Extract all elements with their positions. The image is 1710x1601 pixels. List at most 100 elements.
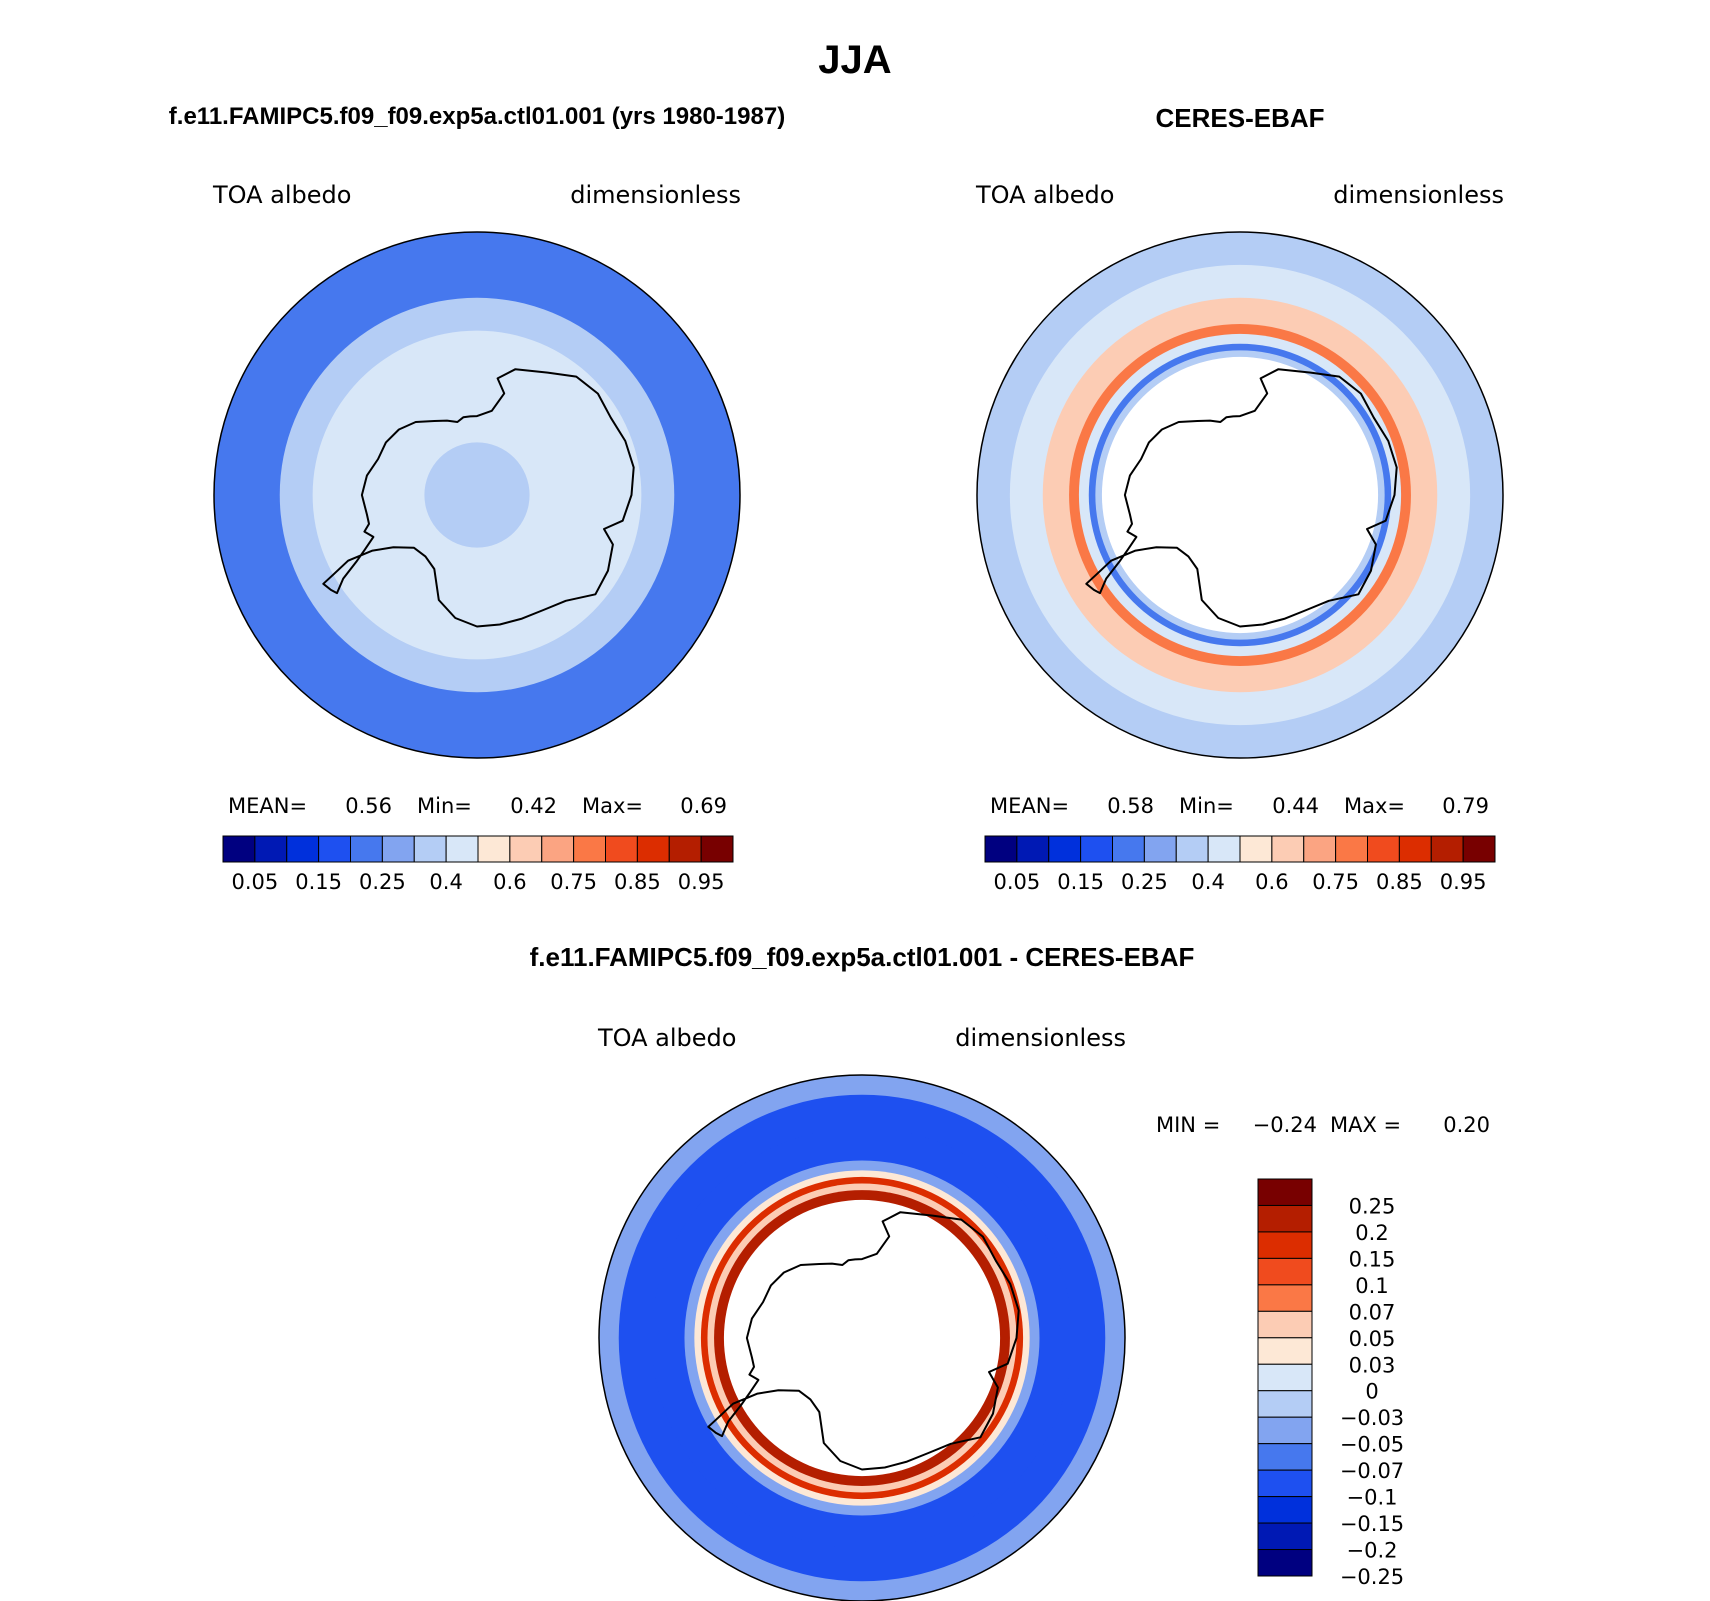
panel-obs: CERES-EBAF TOA albedo dimensionless MEAN… — [975, 103, 1504, 894]
stat-max-label: MAX = — [1330, 1113, 1401, 1137]
stat-min-label: Min= — [417, 794, 472, 818]
colorbar-box-7 — [1207, 835, 1241, 863]
colorbar-tick-label: 0.1 — [1355, 1274, 1388, 1298]
panel-diff-map — [598, 1074, 1126, 1601]
colorbar-box-2 — [286, 835, 320, 863]
colorbar-tick-label: 0.85 — [614, 870, 661, 894]
stat-mean-label: MEAN= — [990, 794, 1069, 818]
stat-max-value: 0.69 — [680, 794, 727, 818]
stat-mean-value: 0.56 — [345, 794, 392, 818]
colorbar-box-0 — [1257, 1178, 1313, 1206]
panel-obs-stats: MEAN= 0.58 Min= 0.44 Max= 0.79 — [990, 794, 1489, 818]
stat-max-value: 0.20 — [1443, 1113, 1490, 1137]
colorbar-tick-label: 0.07 — [1349, 1300, 1396, 1324]
colorbar-box-12 — [605, 835, 638, 863]
colorbar-box-8 — [477, 835, 511, 863]
colorbar-tick-label: 0.4 — [1191, 870, 1224, 894]
colorbar-box-12 — [1257, 1496, 1313, 1524]
stat-mean-label: MEAN= — [228, 794, 307, 818]
colorbar-box-13 — [1257, 1522, 1313, 1551]
colorbar-tick-label: −0.03 — [1340, 1406, 1404, 1430]
colorbar-box-8 — [1257, 1390, 1313, 1418]
antarctica-coastline — [707, 1211, 1020, 1471]
colorbar-tick-label: 0.6 — [1255, 870, 1288, 894]
colorbar-tick-label: 0.25 — [1121, 870, 1168, 894]
panel-model-left-label: TOA albedo — [212, 181, 351, 209]
stat-max-label: Max= — [1344, 794, 1405, 818]
colorbar-box-6 — [413, 835, 447, 863]
contour-band-4 — [424, 442, 530, 548]
colorbar-tick-label: 0.15 — [1349, 1247, 1396, 1271]
colorbar-box-10 — [541, 835, 575, 863]
colorbar-box-14 — [1257, 1549, 1313, 1577]
panel-diff-stats: MIN = −0.24 MAX = 0.20 — [1156, 1113, 1490, 1137]
colorbar-tick-label: −0.15 — [1340, 1512, 1404, 1536]
stat-mean-value: 0.58 — [1107, 794, 1154, 818]
colorbar-box-10 — [1303, 835, 1337, 863]
colorbar-box-13 — [636, 835, 670, 863]
panel-obs-left-label: TOA albedo — [975, 181, 1114, 209]
panel-diff-colorbar: 0.250.20.150.10.070.050.030−0.03−0.05−0.… — [1257, 1178, 1404, 1589]
colorbar-box-5 — [1257, 1310, 1313, 1339]
colorbar-box-15 — [1462, 835, 1496, 863]
colorbar-tick-label: 0.85 — [1376, 870, 1423, 894]
colorbar-tick-label: 0.95 — [678, 870, 725, 894]
colorbar-tick-label: −0.07 — [1340, 1459, 1404, 1483]
colorbar-tick-label: 0.25 — [359, 870, 406, 894]
stat-max-value: 0.79 — [1442, 794, 1489, 818]
colorbar-box-2 — [1048, 835, 1082, 863]
panel-obs-colorbar: 0.05 0.15 0.25 0.4 0.6 0.75 0.85 0.95 — [984, 835, 1496, 894]
stat-min-value: 0.44 — [1272, 794, 1319, 818]
colorbar-box-0 — [984, 835, 1018, 863]
colorbar-box-3 — [318, 835, 351, 863]
colorbar-box-2 — [1257, 1231, 1313, 1259]
contour-band-8 — [723, 1199, 1001, 1477]
colorbar-tick-label: 0.4 — [429, 870, 462, 894]
colorbar-tick-label: 0.05 — [993, 870, 1040, 894]
panel-model-title: f.e11.FAMIPC5.f09_f09.exp5a.ctl01.001 (y… — [169, 103, 785, 130]
colorbar-box-14 — [1430, 835, 1464, 863]
panel-model-map — [213, 231, 741, 759]
colorbar-box-1 — [1257, 1204, 1313, 1233]
panel-diff-title: f.e11.FAMIPC5.f09_f09.exp5a.ctl01.001 - … — [530, 942, 1195, 972]
figure-title: JJA — [818, 38, 891, 82]
map-boundary — [213, 231, 741, 759]
stat-min-label: Min= — [1179, 794, 1234, 818]
colorbar-box-7 — [1257, 1363, 1313, 1392]
map-boundary — [976, 231, 1504, 759]
colorbar-tick-label: −0.25 — [1340, 1565, 1404, 1589]
colorbar-box-5 — [1143, 835, 1177, 863]
colorbar-box-0 — [222, 835, 256, 863]
stat-min-label: MIN = — [1156, 1113, 1220, 1137]
colorbar-tick-label: 0.15 — [1057, 870, 1104, 894]
colorbar-tick-label: 0.6 — [493, 870, 526, 894]
colorbar-box-3 — [1080, 835, 1113, 863]
colorbar-box-6 — [1175, 835, 1209, 863]
colorbar-box-6 — [1257, 1337, 1313, 1365]
colorbar-tick-label: 0.2 — [1355, 1221, 1388, 1245]
colorbar-tick-label: 0.75 — [1312, 870, 1359, 894]
colorbar-box-11 — [1257, 1469, 1313, 1498]
colorbar-tick-label: −0.05 — [1340, 1433, 1404, 1457]
colorbar-box-4 — [1257, 1284, 1313, 1312]
panel-diff-right-label: dimensionless — [955, 1024, 1126, 1052]
map-boundary — [598, 1074, 1126, 1601]
colorbar-box-5 — [381, 835, 415, 863]
panel-model: f.e11.FAMIPC5.f09_f09.exp5a.ctl01.001 (y… — [169, 103, 785, 894]
colorbar-tick-label: 0.05 — [1349, 1327, 1396, 1351]
antarctica-coastline — [322, 368, 635, 628]
colorbar-box-4 — [1112, 835, 1145, 863]
colorbar-tick-label: 0.75 — [550, 870, 597, 894]
colorbar-box-11 — [573, 835, 606, 863]
colorbar-box-12 — [1367, 835, 1400, 863]
panel-diff: f.e11.FAMIPC5.f09_f09.exp5a.ctl01.001 - … — [530, 942, 1490, 1601]
colorbar-box-9 — [1257, 1416, 1313, 1445]
contour-band-7 — [1101, 356, 1379, 634]
colorbar-box-13 — [1398, 835, 1432, 863]
panel-obs-map — [976, 231, 1504, 759]
panel-model-colorbar: 0.05 0.15 0.25 0.4 0.6 0.75 0.85 0.95 — [222, 835, 734, 894]
colorbar-box-3 — [1257, 1257, 1313, 1286]
colorbar-tick-label: −0.2 — [1347, 1539, 1398, 1563]
colorbar-box-1 — [254, 835, 288, 863]
